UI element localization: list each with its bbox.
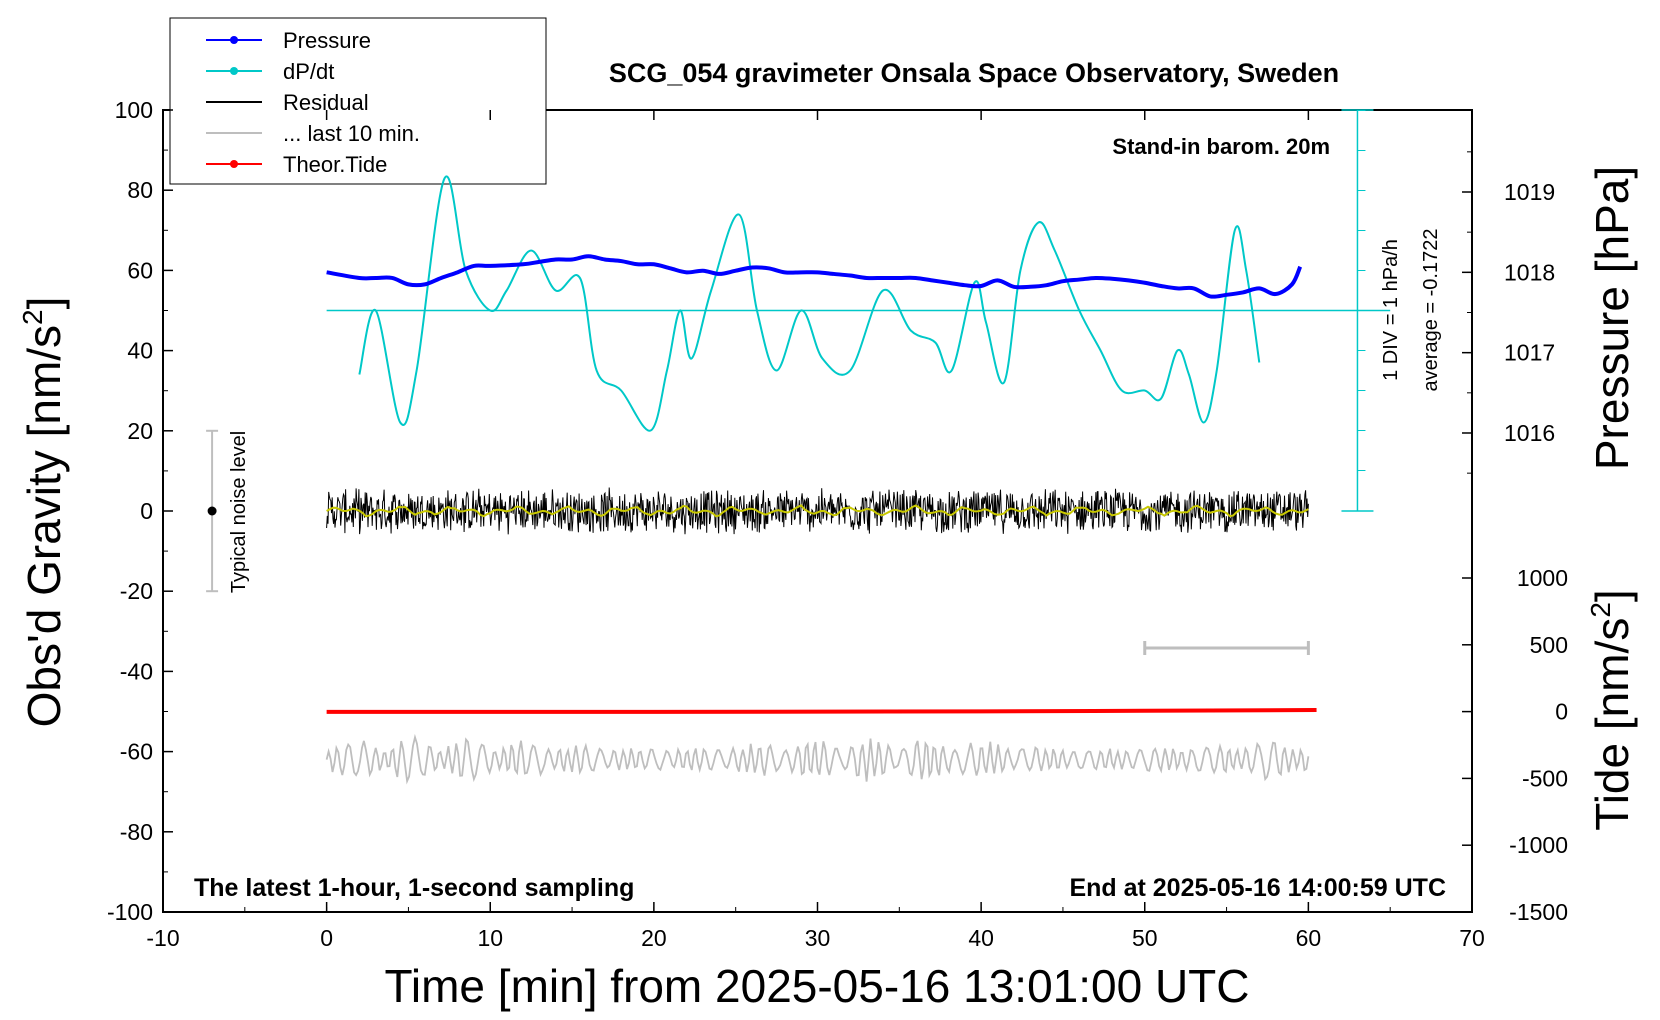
x-tick-label: 70 <box>1459 925 1485 951</box>
y-left-tick-label: -100 <box>107 899 153 925</box>
average-label: average = -0.1722 <box>1420 229 1442 392</box>
div-label: 1 DIV = 1 hPa/h <box>1380 239 1402 381</box>
y-left-tick-label: 20 <box>127 418 153 444</box>
tide-tick-label: -500 <box>1522 765 1568 791</box>
y-axis-label-tide: Tide [nm/s2] <box>1585 589 1638 830</box>
stand-in-label: Stand-in barom. 20m <box>1112 134 1330 159</box>
x-tick-label: 10 <box>477 925 503 951</box>
legend-label: Pressure <box>283 28 371 53</box>
tide-tick-label: 500 <box>1530 632 1568 658</box>
residual-series <box>326 487 1309 535</box>
dpdt-series <box>358 175 1261 432</box>
pressure-tick-label: 1019 <box>1504 179 1555 205</box>
y-left-tick-label: 40 <box>127 338 153 364</box>
residual-smoothed-series <box>326 504 1309 518</box>
legend-marker <box>230 36 238 44</box>
y-left-tick-label: -60 <box>120 739 153 765</box>
y-left-tick-label: 100 <box>115 97 153 123</box>
y-left-tick-label: -20 <box>120 578 153 604</box>
legend-label: ... last 10 min. <box>283 121 420 146</box>
bottom-left-note: The latest 1-hour, 1-second sampling <box>194 874 634 902</box>
legend-marker <box>230 67 238 75</box>
noise-bar-dot <box>207 506 217 516</box>
x-tick-label: 0 <box>320 925 333 951</box>
y-left-tick-label: 80 <box>127 177 153 203</box>
x-tick-label: -10 <box>146 925 179 951</box>
x-tick-label: 60 <box>1296 925 1322 951</box>
y-axis-label-left: Obs'd Gravity [nm/s2] <box>17 297 70 728</box>
pressure-tick-label: 1017 <box>1504 340 1555 366</box>
legend-label: dP/dt <box>283 59 334 84</box>
x-tick-label: 50 <box>1132 925 1158 951</box>
legend-label: Residual <box>283 90 369 115</box>
tide-series <box>326 707 1317 714</box>
legend-label: Theor.Tide <box>283 152 387 177</box>
tide-tick-label: -1000 <box>1509 832 1568 858</box>
y-left-tick-label: -40 <box>120 658 153 684</box>
pressure-tick-label: 1016 <box>1504 420 1555 446</box>
chart-title: SCG_054 gravimeter Onsala Space Observat… <box>609 58 1339 88</box>
pressure-tick-label: 1018 <box>1504 259 1555 285</box>
y-left-tick-label: 0 <box>140 498 153 524</box>
x-tick-label: 30 <box>805 925 831 951</box>
bottom-right-note: End at 2025-05-16 14:00:59 UTC <box>1069 874 1446 902</box>
y-left-tick-label: 60 <box>127 257 153 283</box>
tide-tick-label: -1500 <box>1509 899 1568 925</box>
noise-label: Typical noise level <box>228 431 250 593</box>
y-axis-label-pressure: Pressure [hPa] <box>1586 166 1638 470</box>
tide-tick-label: 1000 <box>1517 565 1568 591</box>
y-axis-label-tide-sup: 2 <box>1585 602 1616 618</box>
last-10-min-series <box>325 733 1310 785</box>
x-tick-label: 40 <box>968 925 994 951</box>
x-axis-label: Time [min] from 2025-05-16 13:01:00 UTC <box>385 960 1250 1012</box>
y-left-tick-label: -80 <box>120 819 153 845</box>
pressure-series <box>326 254 1303 299</box>
legend: Pressure dP/dt Residual ... last 10 min. The… <box>169 17 547 185</box>
legend-marker <box>230 160 238 168</box>
y-axis-label-left-sup: 2 <box>17 309 48 325</box>
x-tick-label: 20 <box>641 925 667 951</box>
tide-tick-label: 0 <box>1555 699 1568 725</box>
